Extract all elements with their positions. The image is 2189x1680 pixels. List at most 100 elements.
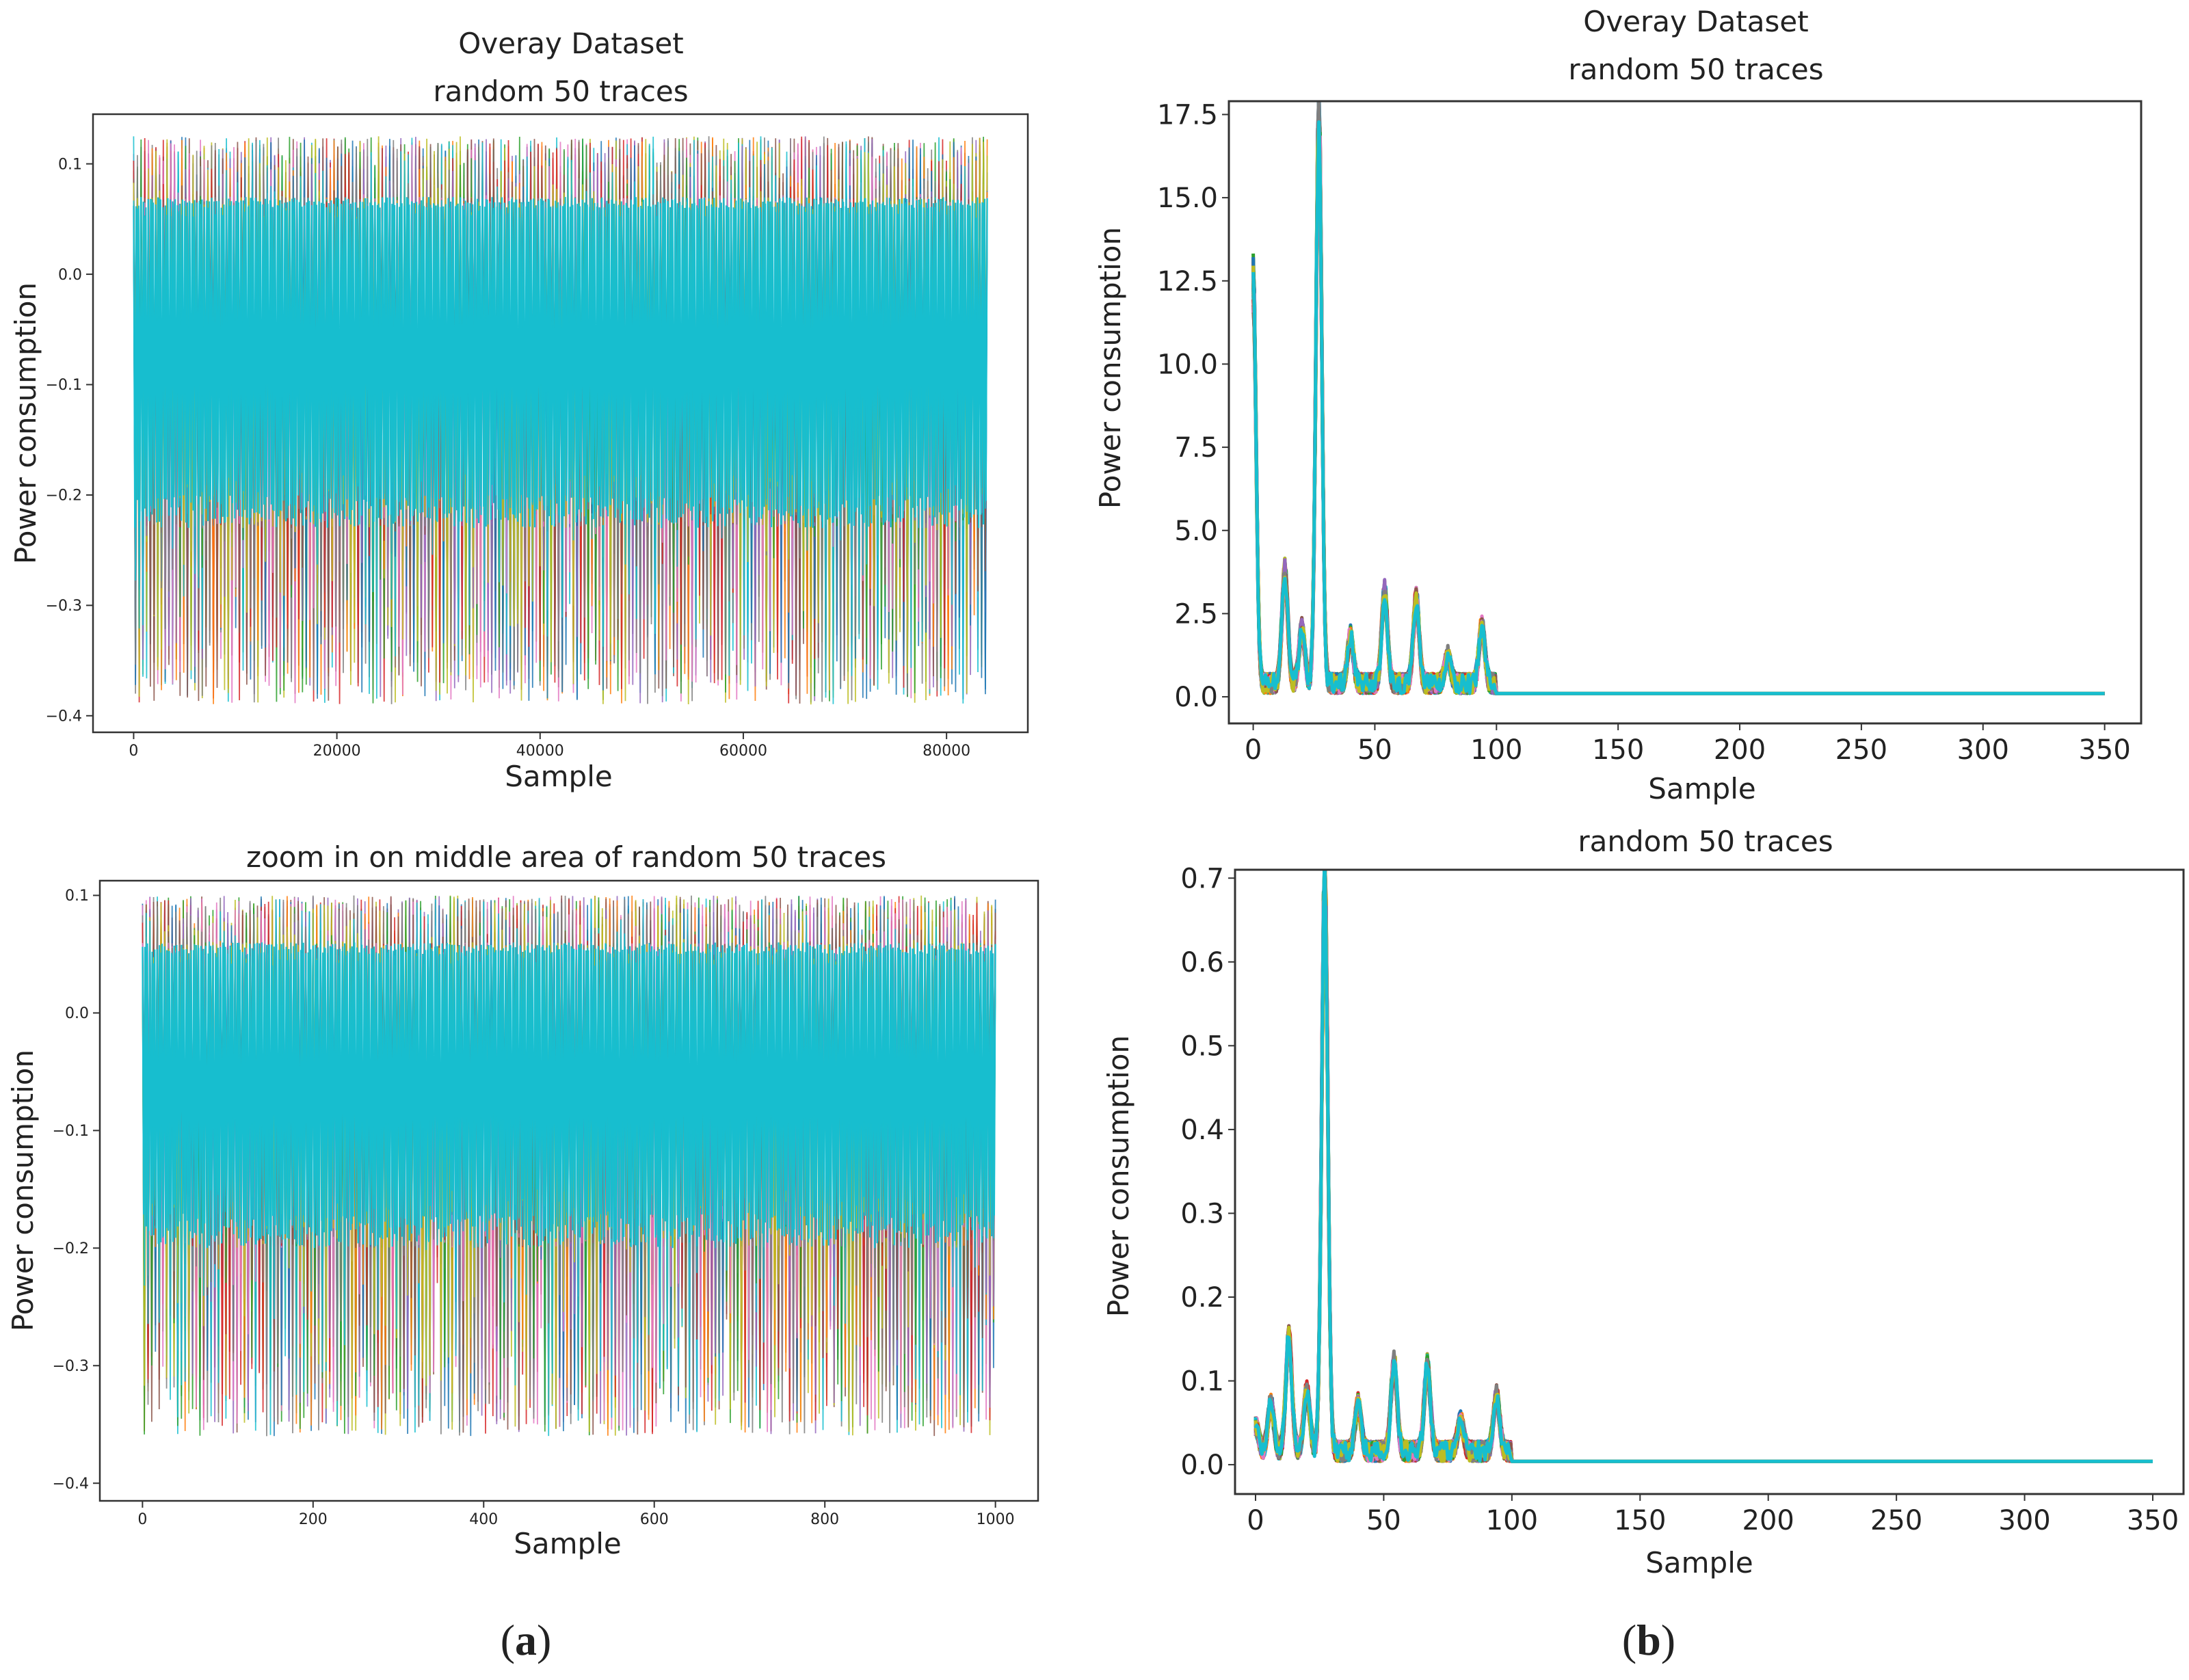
panel-label-b-letter: b xyxy=(1636,1616,1661,1664)
y-tick-label: 2.5 xyxy=(1174,598,1218,630)
y-tick-label: −0.2 xyxy=(46,488,82,505)
chart-b-top: Overay Dataset random 50 traces 0 50 100 15… xyxy=(1093,5,2142,805)
x-tick-label: 200 xyxy=(1714,734,1766,766)
svg-text:(a): (a) xyxy=(501,1616,552,1664)
x-axis-label: Sample xyxy=(1648,772,1755,805)
y-tick-label: 0.5 xyxy=(1180,1030,1224,1062)
x-tick-label: 600 xyxy=(640,1511,669,1528)
x-tick-label: 0 xyxy=(137,1511,147,1528)
trace-layer xyxy=(142,895,996,1437)
trace-layer xyxy=(1251,101,2106,695)
x-tick-label: 0 xyxy=(1247,1505,1264,1536)
x-tick-label: 300 xyxy=(1998,1505,2050,1536)
panel-label-b: (b) xyxy=(1622,1616,1675,1664)
x-tick-label: 250 xyxy=(1835,734,1887,766)
x-tick-label: 1000 xyxy=(977,1511,1015,1528)
y-tick-label: 17.5 xyxy=(1157,99,1218,131)
x-axis-label: Sample xyxy=(514,1527,621,1560)
x-tick-label: 80000 xyxy=(923,743,970,760)
chart-title: Overay Dataset xyxy=(458,27,683,60)
chart-subtitle: random 50 traces xyxy=(433,75,688,108)
chart-subtitle: random 50 traces xyxy=(1568,53,1823,86)
x-ticks: 0 50 100 150 200 250 300 350 xyxy=(1247,1494,2179,1536)
y-tick-label: −0.4 xyxy=(46,708,82,725)
y-tick-label: 0.0 xyxy=(1180,1450,1224,1481)
trace-line xyxy=(1253,870,2153,1463)
x-tick-label: 350 xyxy=(2078,734,2130,766)
y-tick-label: 10.0 xyxy=(1157,349,1218,380)
trace-line xyxy=(142,942,996,1249)
plot-frame xyxy=(1228,100,2142,725)
y-ticks: 0.1 0.0 −0.1 −0.2 −0.3 −0.4 xyxy=(53,888,100,1493)
x-axis-label: Sample xyxy=(1645,1546,1753,1579)
y-tick-label: 0.7 xyxy=(1180,863,1224,894)
trace-layer xyxy=(1253,870,2153,1463)
y-tick-label: 0.1 xyxy=(65,888,89,905)
x-tick-label: 400 xyxy=(469,1511,498,1528)
x-tick-label: 300 xyxy=(1957,734,2009,766)
x-tick-label: 50 xyxy=(1357,734,1392,766)
y-tick-label: 0.1 xyxy=(1180,1366,1224,1398)
x-tick-label: 350 xyxy=(2127,1505,2179,1536)
x-ticks: 0 50 100 150 200 250 300 350 xyxy=(1245,723,2131,766)
y-tick-label: 7.5 xyxy=(1174,432,1218,464)
y-axis-label: Power consumption xyxy=(9,282,42,564)
x-tick-label: 100 xyxy=(1470,734,1522,766)
x-tick-label: 200 xyxy=(1742,1505,1794,1536)
chart-title: random 50 traces xyxy=(1578,825,1833,858)
y-tick-label: 0.0 xyxy=(65,1005,89,1022)
x-tick-label: 50 xyxy=(1366,1505,1401,1536)
y-tick-label: 0.6 xyxy=(1180,947,1224,978)
x-tick-label: 0 xyxy=(1245,734,1262,766)
x-tick-label: 0 xyxy=(129,743,138,760)
y-tick-label: −0.1 xyxy=(53,1123,89,1140)
x-ticks: 0 20000 40000 60000 80000 xyxy=(129,732,970,760)
y-axis-label: Power consumption xyxy=(1093,227,1127,509)
plot-frame xyxy=(1234,868,2185,1495)
trace-line xyxy=(133,197,988,529)
y-axis-label: Power consumption xyxy=(6,1050,40,1331)
chart-title: zoom in on middle area of random 50 trac… xyxy=(246,840,886,874)
x-tick-label: 150 xyxy=(1592,734,1644,766)
y-tick-label: 0.3 xyxy=(1180,1198,1224,1229)
y-tick-label: 5.0 xyxy=(1174,516,1218,547)
y-ticks: 0.1 0.0 −0.1 −0.2 −0.3 −0.4 xyxy=(46,156,93,725)
x-ticks: 0 200 400 600 800 1000 xyxy=(137,1501,1015,1528)
trace-line xyxy=(1251,120,2106,695)
panel-label-a-letter: a xyxy=(515,1616,537,1664)
chart-b-bottom: random 50 traces 0 50 100 150 200 250 300 350 0… xyxy=(1102,825,2185,1579)
x-tick-label: 60000 xyxy=(719,743,767,760)
y-tick-label: 0.2 xyxy=(1180,1282,1224,1314)
chart-a-bottom: zoom in on middle area of random 50 trac… xyxy=(6,840,1039,1560)
x-tick-label: 200 xyxy=(299,1511,328,1528)
y-ticks: 0.0 2.5 5.0 7.5 10.0 12.5 15.0 17.5 xyxy=(1157,99,1229,713)
y-tick-label: −0.1 xyxy=(46,377,82,394)
chart-a-top: Overay Dataset random 50 traces 0 20000 40… xyxy=(9,27,1029,793)
y-tick-label: 0.0 xyxy=(58,267,82,284)
y-tick-label: 0.1 xyxy=(58,156,82,173)
x-tick-label: 800 xyxy=(810,1511,839,1528)
plot-frame xyxy=(92,113,1029,734)
y-tick-label: −0.2 xyxy=(53,1240,89,1257)
y-tick-label: −0.4 xyxy=(53,1476,89,1493)
plot-frame xyxy=(98,879,1039,1502)
x-tick-label: 150 xyxy=(1614,1505,1666,1536)
y-tick-label: 0.4 xyxy=(1180,1115,1224,1146)
y-tick-label: 15.0 xyxy=(1157,183,1218,214)
x-axis-label: Sample xyxy=(505,760,612,793)
chart-title: Overay Dataset xyxy=(1583,5,1808,38)
y-tick-label: −0.3 xyxy=(46,598,82,615)
x-tick-label: 20000 xyxy=(313,743,361,760)
y-tick-label: 0.0 xyxy=(1174,682,1218,713)
svg-text:(b): (b) xyxy=(1622,1616,1675,1664)
y-tick-label: 12.5 xyxy=(1157,266,1218,297)
x-tick-label: 100 xyxy=(1486,1505,1538,1536)
y-ticks: 0.0 0.1 0.2 0.3 0.4 0.5 0.6 0.7 xyxy=(1180,863,1235,1481)
y-tick-label: −0.3 xyxy=(53,1358,89,1375)
x-tick-label: 250 xyxy=(1870,1505,1922,1536)
x-tick-label: 40000 xyxy=(516,743,564,760)
trace-layer xyxy=(133,136,988,705)
y-axis-label: Power consumption xyxy=(1102,1035,1135,1317)
panel-label-a: (a) xyxy=(501,1616,552,1664)
